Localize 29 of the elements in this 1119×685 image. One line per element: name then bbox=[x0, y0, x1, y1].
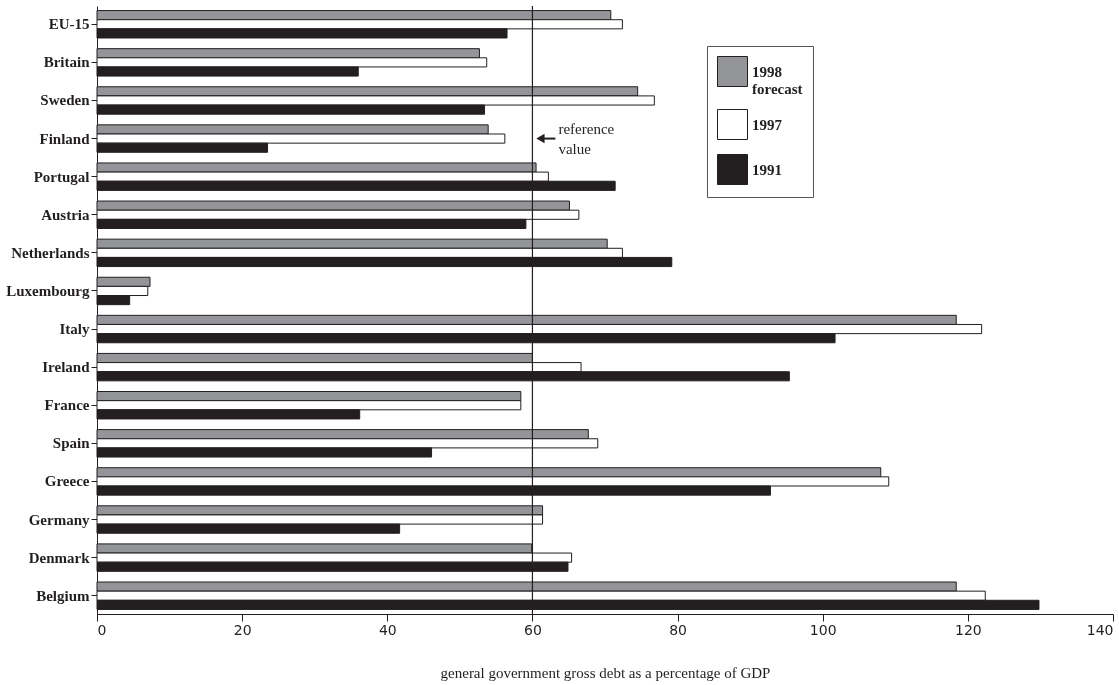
y-tick-label: Britain bbox=[43, 54, 91, 71]
x-tick-label: 20 bbox=[233, 621, 252, 638]
x-tick-label: 40 bbox=[378, 621, 397, 638]
y-tick-label: Austria bbox=[41, 206, 90, 223]
x-tick-label: 120 bbox=[954, 621, 982, 638]
x-axis-title: general government gross debt as a percentage of GDP bbox=[440, 664, 771, 681]
y-tick-label: Finland bbox=[39, 130, 91, 147]
legend-label: 1997 bbox=[752, 116, 783, 133]
ref-line-label: reference value bbox=[558, 120, 615, 157]
y-tick-label: Greece bbox=[44, 473, 90, 490]
y-tick-label: Netherlands bbox=[11, 244, 90, 261]
y-tick-label: Sweden bbox=[40, 92, 91, 109]
legend-label: 1998 forecast bbox=[752, 63, 803, 97]
legend-label: 1991 bbox=[752, 161, 782, 178]
x-tick-label: 100 bbox=[809, 621, 837, 638]
y-tick-label: Denmark bbox=[28, 549, 91, 566]
x-tick-label: 140 bbox=[1086, 621, 1114, 638]
y-tick-label: Portugal bbox=[33, 168, 90, 185]
y-tick-label: EU-15 bbox=[48, 16, 90, 33]
x-tick-label: 80 bbox=[669, 621, 687, 638]
x-tick-label: 0 bbox=[97, 621, 107, 638]
y-tick-label: Germany bbox=[28, 511, 90, 528]
y-tick-label: Italy bbox=[59, 321, 90, 338]
y-tick-label: France bbox=[44, 397, 90, 414]
x-tick-label: 60 bbox=[524, 621, 542, 638]
y-tick-label: Belgium bbox=[36, 587, 90, 604]
y-tick-label: Spain bbox=[52, 435, 91, 452]
y-tick-label: Ireland bbox=[42, 359, 91, 376]
y-tick-label: Luxembourg bbox=[6, 282, 90, 299]
